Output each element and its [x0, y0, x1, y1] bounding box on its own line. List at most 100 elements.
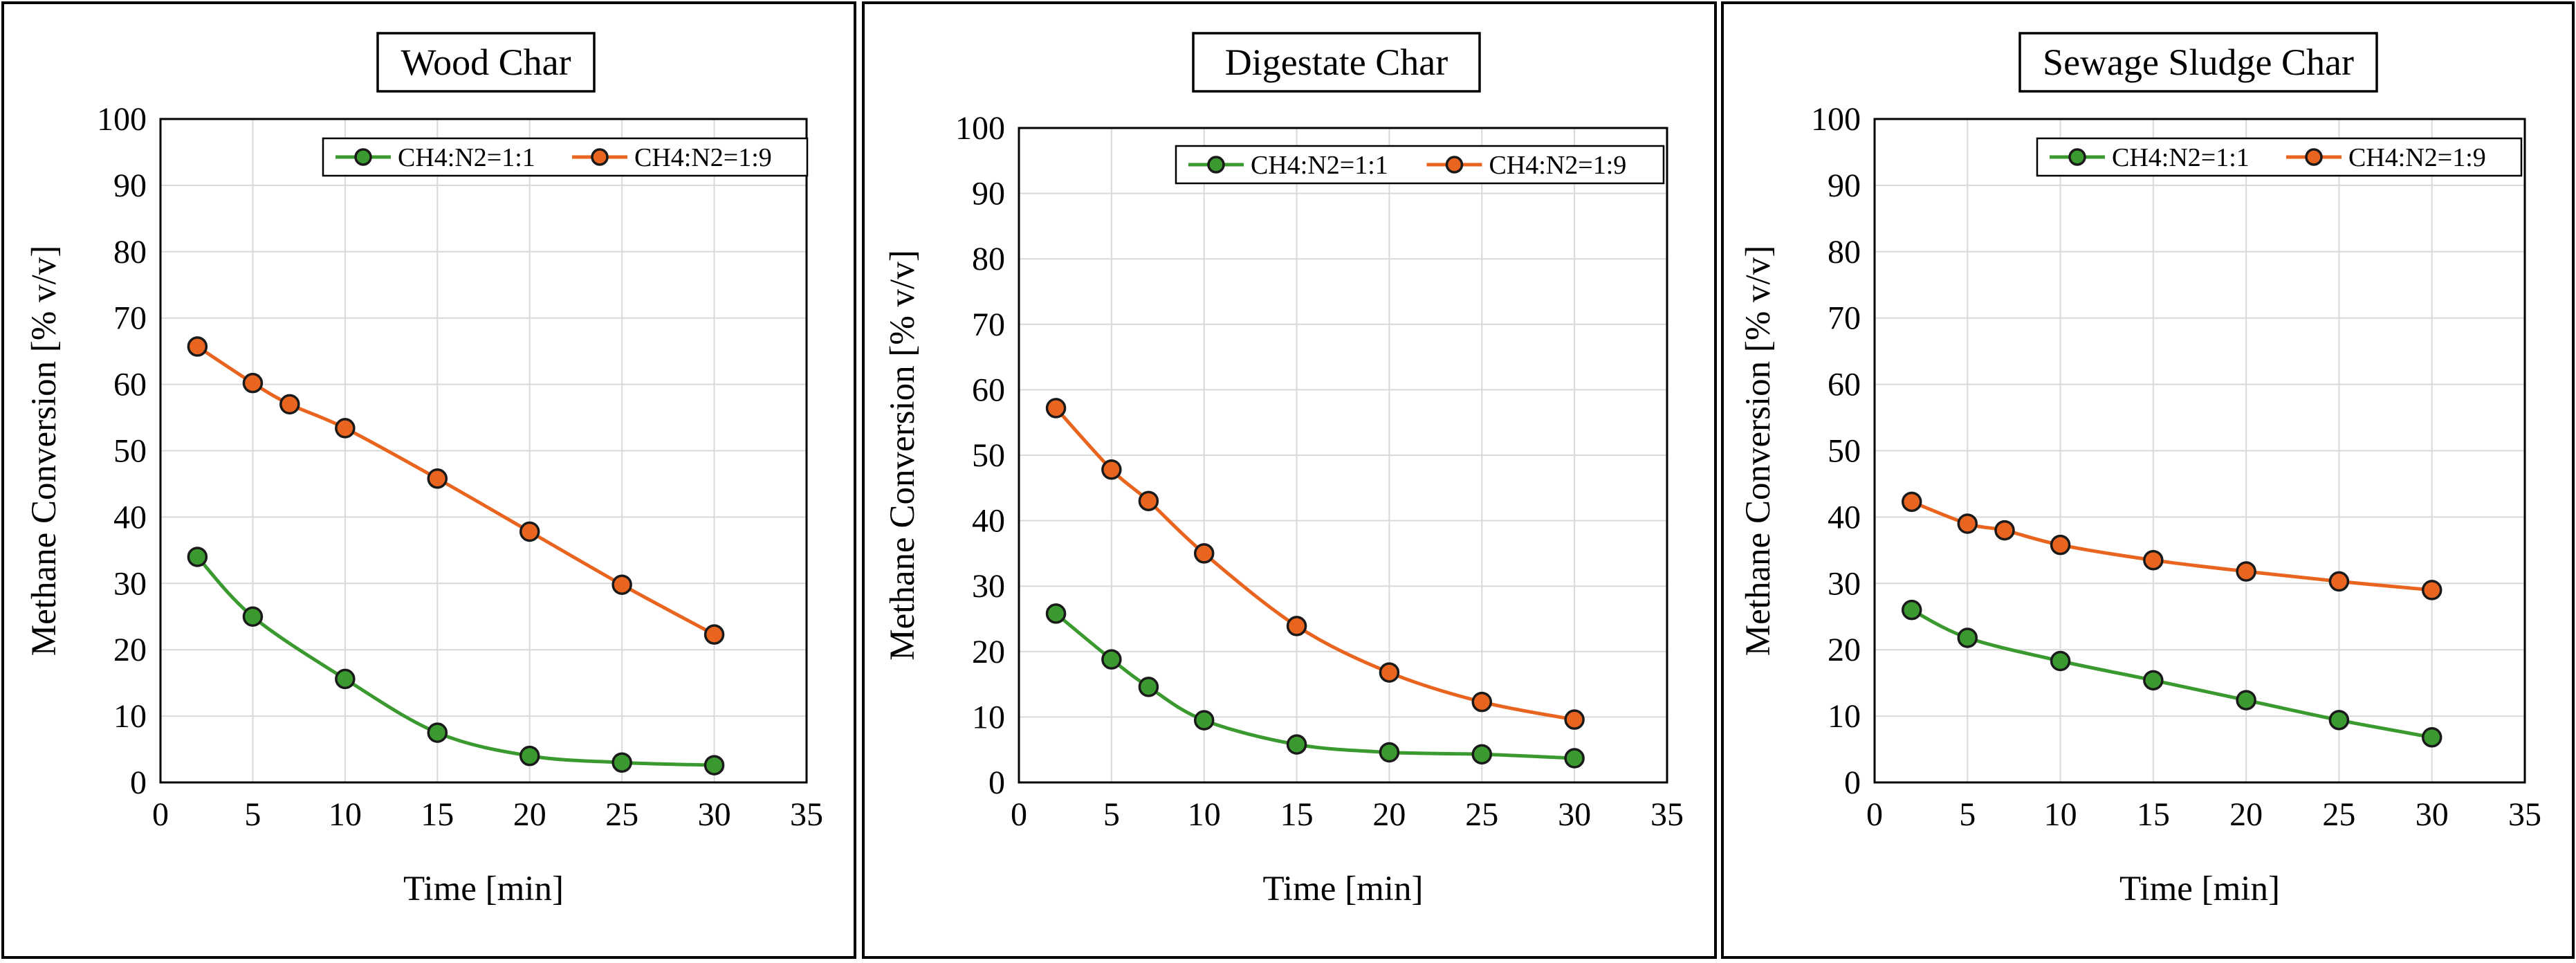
x-tick-label: 35 [790, 796, 823, 833]
y-tick-label: 90 [1828, 167, 1861, 204]
x-tick-label: 25 [605, 796, 638, 833]
data-point [427, 722, 448, 743]
series-1 [1045, 603, 1585, 769]
data-point [1045, 398, 1067, 419]
legend-box [1175, 145, 1665, 185]
legend-marker-swatch [1445, 156, 1464, 174]
x-tick-label: 15 [421, 796, 454, 833]
x-tick-label: 10 [1188, 796, 1221, 833]
chart-panel-3: 0 5 10 15 20 25 30 35 0 10 20 30 40 50 60 70 80 90 100 Time… [1721, 1, 2575, 959]
data-point [335, 668, 356, 690]
x-tick-label: 20 [1372, 796, 1406, 833]
legend: CH4:N2=1:1 CH4:N2=1:9 [2036, 137, 2523, 177]
legend-marker-swatch [591, 148, 609, 166]
data-point [1957, 513, 1978, 534]
y-tick-label: 80 [113, 234, 147, 270]
data-point [1101, 649, 1122, 670]
series-1 [1901, 599, 2442, 748]
x-tick-label: 0 [1866, 796, 1883, 833]
legend-marker-swatch [1207, 156, 1225, 174]
data-point [2421, 580, 2442, 600]
data-point [1564, 748, 1585, 769]
data-point [1471, 691, 1493, 713]
y-axis-label: Methane Conversion [% v/v] [25, 246, 64, 656]
x-tick-label: 20 [2229, 796, 2263, 833]
x-tick-label: 25 [1465, 796, 1498, 833]
x-tick-label: 10 [2044, 796, 2077, 833]
y-tick-label: 50 [113, 433, 147, 470]
x-tick-label: 0 [1011, 796, 1027, 833]
y-tick-label: 100 [97, 101, 147, 138]
legend-entry-label: CH4:N2=1:9 [634, 143, 772, 172]
data-point [187, 336, 208, 357]
x-tick-label: 35 [1650, 796, 1684, 833]
x-tick-label: 5 [1959, 796, 1976, 833]
data-point [1286, 616, 1307, 636]
x-tick-label: 10 [329, 796, 362, 833]
y-tick-label: 20 [113, 632, 147, 668]
y-tick-label: 20 [972, 634, 1005, 670]
data-point [242, 372, 264, 394]
y-axis-label: Methane Conversion [% v/v] [883, 250, 922, 660]
data-point [427, 468, 448, 489]
y-tick-label: 40 [972, 503, 1005, 540]
plot-area-border [159, 118, 808, 784]
series-2 [187, 336, 725, 645]
y-tick-label: 10 [972, 699, 1005, 735]
y-tick-label: 30 [113, 565, 147, 602]
chart-title: Sewage Sludge Char [2043, 42, 2354, 83]
data-point [279, 394, 300, 415]
y-tick-label: 0 [130, 764, 147, 801]
y-tick-label: 90 [113, 167, 147, 204]
x-tick-label: 5 [244, 796, 261, 833]
data-point [187, 547, 208, 567]
x-axis-label: Time [min] [1263, 870, 1424, 908]
x-tick-label: 15 [1280, 796, 1314, 833]
y-tick-label: 60 [113, 367, 147, 403]
data-point [2050, 534, 2071, 556]
x-tick-label: 35 [2508, 796, 2541, 833]
chart-title: Wood Char [401, 42, 571, 83]
data-point [703, 624, 725, 645]
data-point [1101, 459, 1122, 480]
series-2 [1901, 491, 2442, 600]
data-point [1564, 709, 1585, 730]
data-point [611, 574, 632, 595]
x-tick-label: 25 [2322, 796, 2355, 833]
chart-title-box [376, 32, 596, 93]
x-axis-label: Time [min] [403, 870, 564, 908]
legend-marker-swatch [2305, 148, 2323, 166]
y-tick-label: 10 [113, 698, 147, 735]
y-tick-label: 0 [988, 764, 1005, 801]
data-point [1138, 490, 1159, 511]
data-point [2421, 727, 2442, 748]
legend-entry-label: CH4:N2=1:1 [2112, 143, 2250, 172]
chart-panel-1: 0 5 10 15 20 25 30 35 0 10 20 30 40 50 60 70 80 90 100 Time… [1, 1, 856, 959]
y-tick-label: 30 [1828, 565, 1861, 602]
y-tick-label: 20 [1828, 632, 1861, 668]
legend: CH4:N2=1:1 CH4:N2=1:9 [322, 137, 809, 177]
data-point [242, 606, 264, 627]
data-point [1471, 744, 1493, 765]
data-point [2050, 650, 2071, 672]
gridlines [1874, 118, 2526, 783]
y-tick-label: 50 [972, 437, 1005, 474]
x-tick-label: 30 [698, 796, 731, 833]
data-point [1045, 603, 1067, 624]
y-tick-label: 70 [113, 300, 147, 337]
data-point [519, 745, 540, 767]
data-point [611, 752, 632, 773]
legend-entry-label: CH4:N2=1:9 [1489, 151, 1627, 180]
chart-panel-2: 0 5 10 15 20 25 30 35 0 10 20 30 40 50 60 70 80 90 100 Time… [862, 1, 1717, 959]
y-tick-label: 70 [972, 306, 1005, 343]
data-point [1901, 599, 1922, 621]
data-point [335, 418, 356, 439]
data-point [2143, 549, 2164, 571]
legend-entry-label: CH4:N2=1:9 [2348, 143, 2486, 172]
x-tick-label: 5 [1103, 796, 1120, 833]
y-tick-label: 40 [1828, 499, 1861, 535]
x-tick-label: 30 [1558, 796, 1591, 833]
data-point [2236, 561, 2256, 582]
y-tick-label: 70 [1828, 300, 1861, 337]
